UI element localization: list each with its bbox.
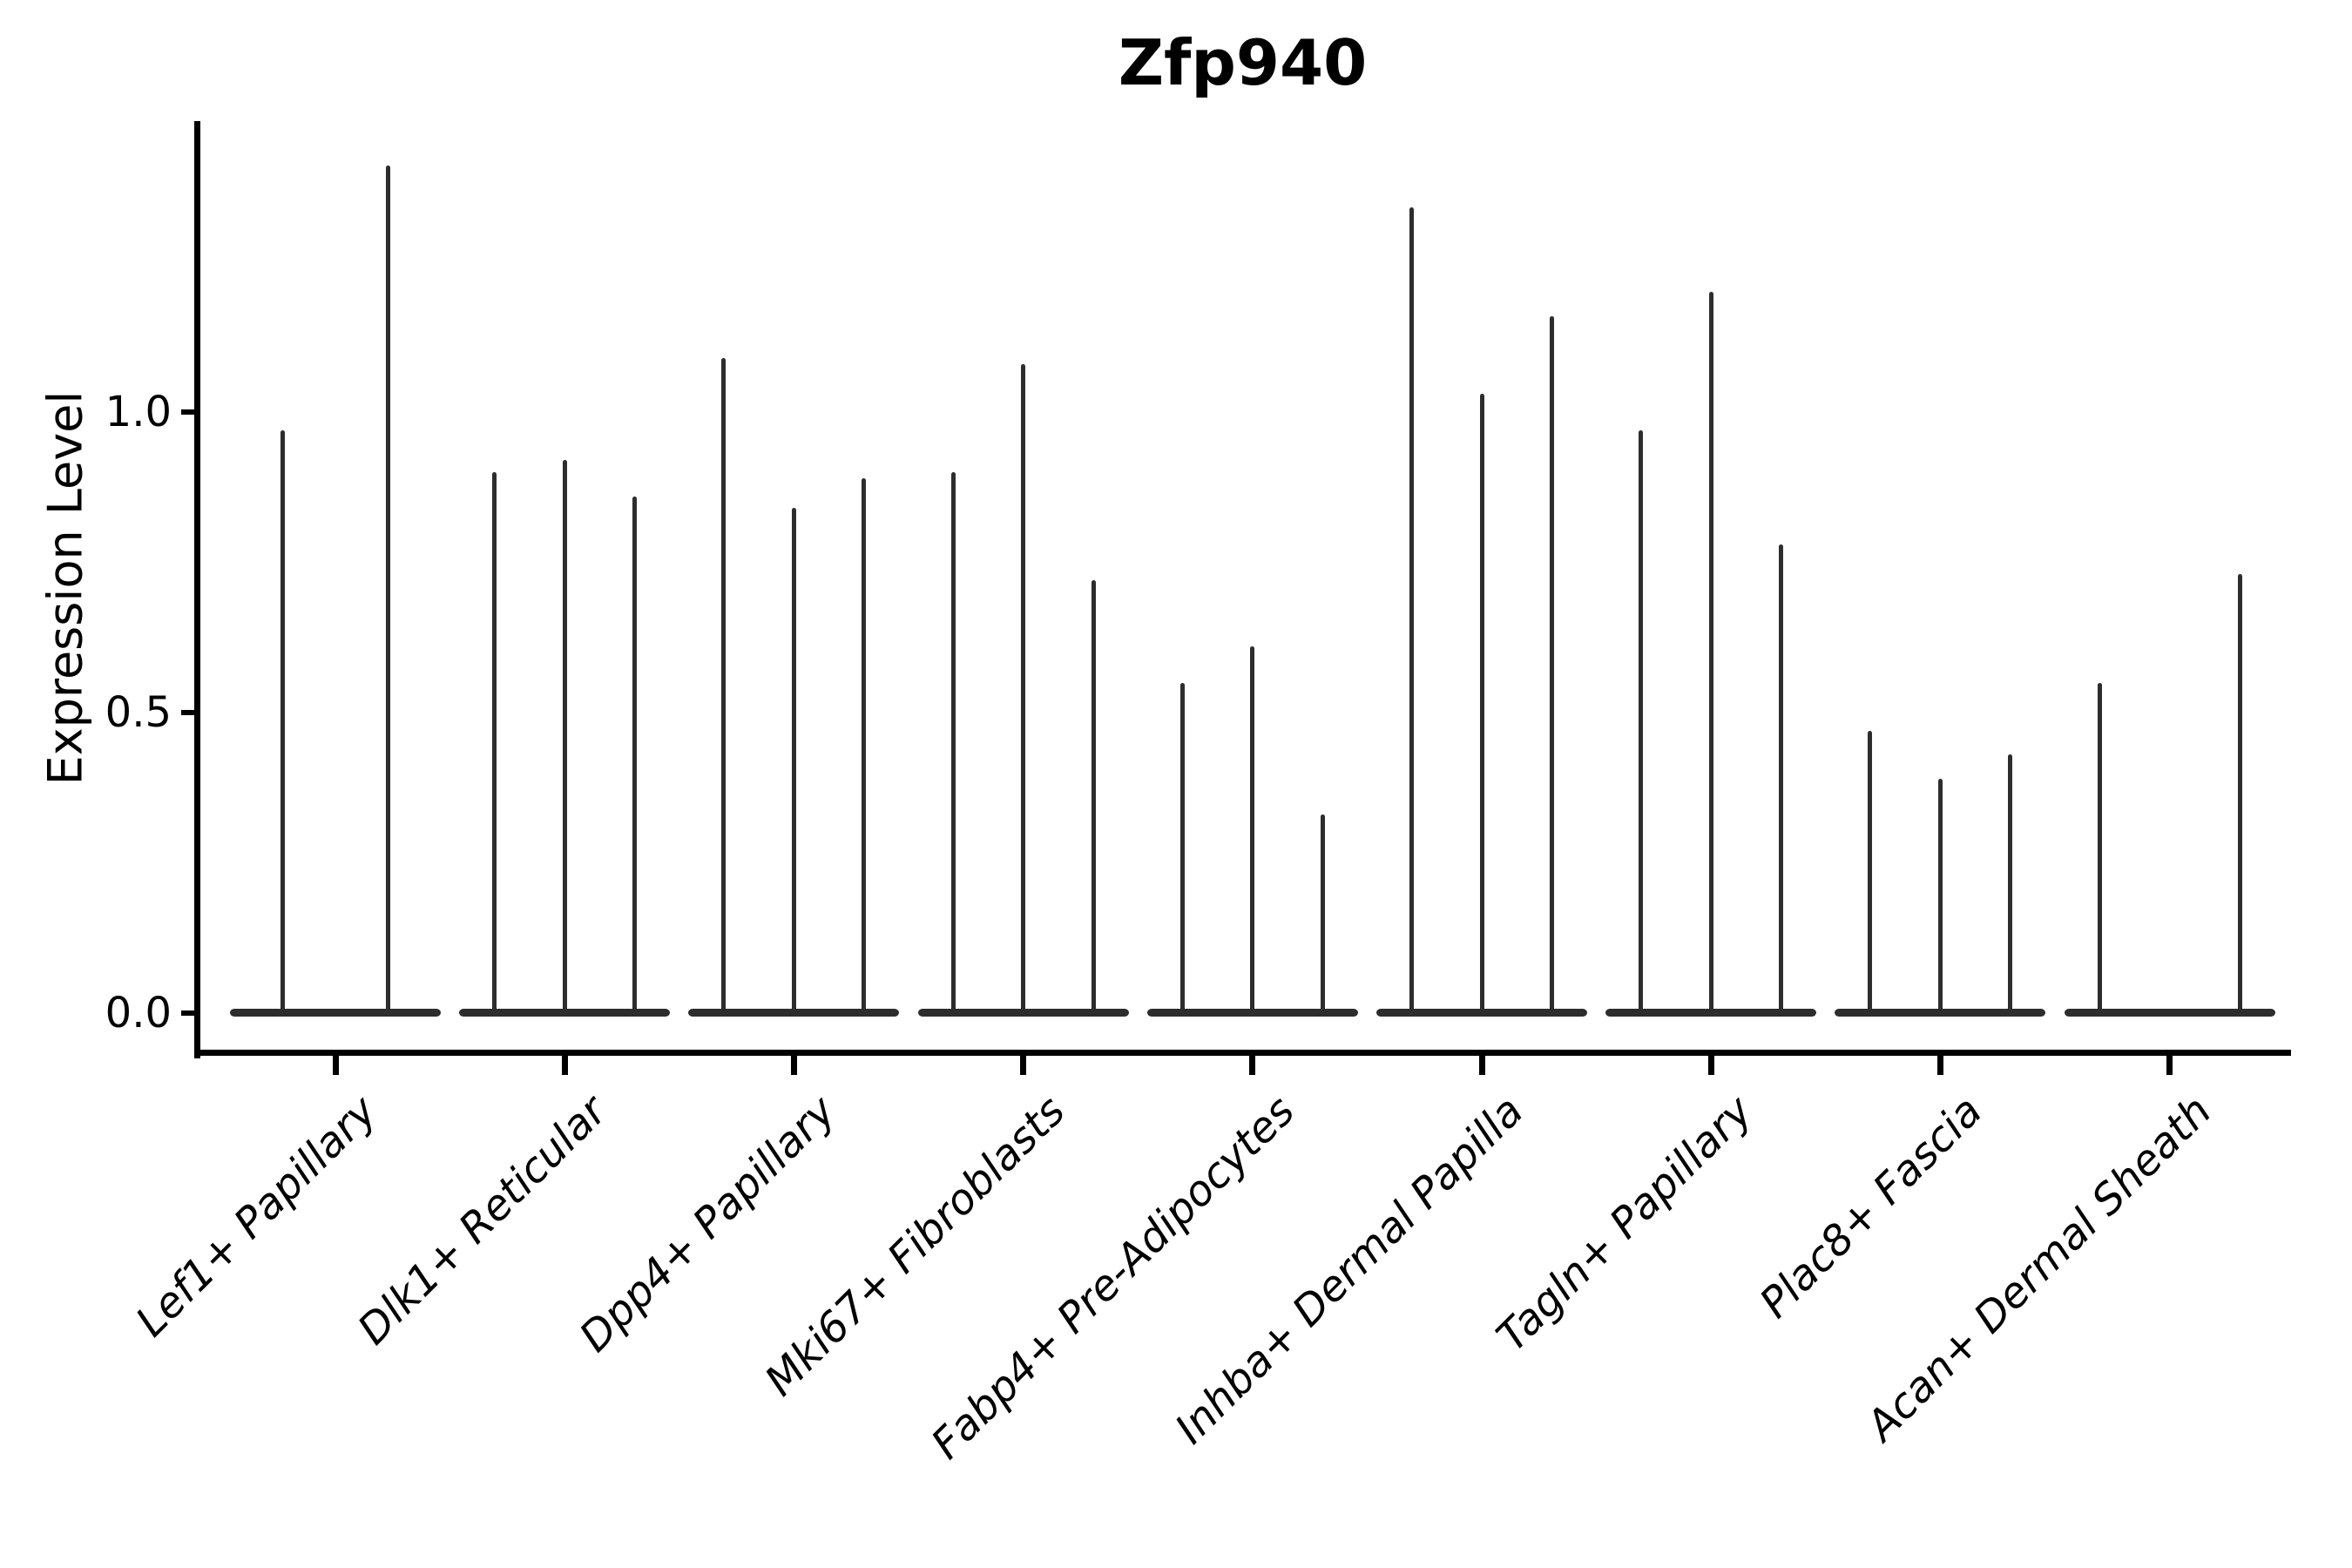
violin-spike [1479,394,1484,1017]
x-tick-mark [1707,1054,1714,1075]
violin-spike [1550,315,1555,1017]
violin-base [230,1009,441,1017]
x-axis-spine [194,1050,2291,1056]
violin-spike [492,472,497,1017]
x-tick-label: Dpp4+ Papillary [570,1086,846,1362]
x-tick-mark [1020,1054,1027,1075]
x-tick-mark [1478,1054,1485,1075]
violin-spike [1091,580,1096,1017]
y-tick-label: 1.0 [105,388,172,436]
x-tick-label: Dlk1+ Reticular [348,1086,617,1355]
x-tick-mark [2166,1054,2173,1075]
x-tick-mark [1249,1054,1256,1075]
y-tick-mark [181,1010,194,1016]
x-tick-mark [332,1054,339,1075]
x-tick-label: Fabp4+ Pre-Adipocytes [922,1086,1304,1469]
y-axis-label: Expression Level [37,390,93,786]
violin-spike [1937,778,1943,1017]
violin-spike [862,477,867,1017]
violin-spike [1179,682,1185,1017]
violin-base [2064,1009,2275,1017]
violin-spike [1320,814,1325,1017]
y-tick-label: 0.0 [105,989,172,1037]
violin-spike [632,496,638,1017]
y-tick-label: 0.5 [105,688,172,737]
violin-spike [1639,429,1644,1017]
chart-title: Zfp940 [1118,26,1368,99]
violin-spike [950,472,956,1017]
violin-spike [1021,363,1026,1017]
x-tick-mark [561,1054,568,1075]
violin-spike [386,166,390,1017]
violin-spike [2008,754,2013,1017]
x-tick-label: Plac8+ Fascia [1750,1086,1992,1328]
x-tick-mark [790,1054,797,1075]
violin-spike [2237,574,2242,1017]
violin-spike [1409,207,1414,1017]
violin-spike [1250,646,1255,1017]
violin-spike [721,357,727,1017]
violin-spike [1779,544,1784,1017]
y-tick-mark [181,409,194,415]
violin-spike [280,429,285,1017]
violin-spike [562,460,567,1017]
x-tick-label: Tagln+ Papillary [1487,1086,1763,1362]
y-axis-spine [194,121,200,1058]
violin-spike [1868,730,1873,1017]
x-tick-mark [1936,1054,1943,1075]
x-tick-label: Lef1+ Papillary [126,1086,387,1347]
y-tick-mark [181,710,194,715]
violin-spike [2097,682,2102,1017]
violin-spike [1708,292,1713,1017]
violin-spike [791,508,796,1017]
